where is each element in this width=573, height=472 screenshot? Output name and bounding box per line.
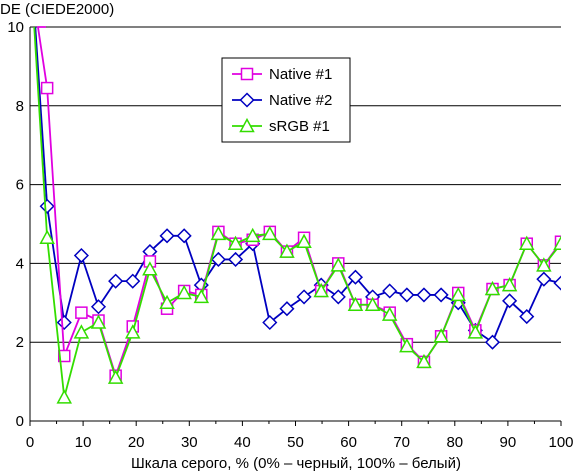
- data-point: [159, 228, 175, 244]
- data-point: [433, 328, 449, 343]
- x-tick-label: 60: [340, 434, 357, 451]
- legend-swatch-marker: [240, 67, 254, 81]
- data-point: [279, 301, 295, 317]
- data-point: [450, 286, 467, 302]
- data-point: [90, 299, 107, 315]
- legend-swatch-marker: [239, 92, 255, 108]
- data-point: [501, 276, 518, 292]
- series-layer: [33, 26, 561, 404]
- data-point: [244, 227, 261, 243]
- data-point: [227, 251, 244, 268]
- data-point: [399, 287, 415, 303]
- data-point: [518, 235, 535, 250]
- legend-label: sRGB #1: [269, 118, 330, 135]
- data-point: [553, 235, 561, 250]
- data-point: [553, 275, 561, 291]
- data-point: [142, 261, 158, 276]
- data-point: [39, 229, 55, 245]
- legend-swatch-marker: [239, 117, 255, 133]
- x-tick-label: 100: [548, 434, 573, 451]
- legend-item: sRGB #1: [232, 117, 330, 135]
- legend: Native #1 Native #2 sRGB #1: [221, 57, 351, 143]
- y-tick-label: 8: [16, 98, 24, 115]
- data-point: [381, 306, 398, 321]
- x-tick-label: 0: [26, 434, 34, 451]
- data-point: [536, 257, 552, 272]
- data-point: [296, 289, 312, 305]
- data-point: [125, 273, 141, 289]
- data-point: [210, 251, 226, 268]
- data-point: [108, 273, 124, 289]
- data-point: [484, 280, 501, 296]
- data-point: [262, 314, 278, 331]
- series-lead-in: [33, 26, 49, 238]
- data-point: [227, 235, 244, 250]
- y-tick-label: 0: [16, 413, 24, 430]
- data-point: [296, 233, 312, 248]
- data-point: [193, 288, 210, 304]
- data-point: [416, 287, 432, 303]
- data-point: [313, 282, 329, 298]
- data-point: [73, 324, 90, 339]
- data-point: [176, 228, 192, 244]
- legend-item: Native #1: [232, 66, 332, 83]
- data-point: [382, 283, 398, 299]
- data-point: [210, 225, 227, 241]
- x-tick-label: 20: [128, 434, 145, 451]
- data-point: [330, 257, 347, 272]
- series-line: [46, 232, 561, 398]
- data-point: [502, 293, 518, 309]
- data-point: [56, 314, 72, 331]
- x-tick-label: 50: [287, 434, 304, 451]
- y-tick-label: 6: [16, 177, 24, 194]
- data-point: [159, 294, 175, 310]
- data-point: [90, 314, 107, 329]
- data-point: [73, 247, 89, 264]
- data-point: [536, 271, 552, 287]
- x-tick-label: 70: [393, 434, 410, 451]
- data-point: [279, 243, 295, 258]
- data-point: [347, 296, 364, 312]
- x-axis-title: Шкала серого, % (0% – черный, 100% – бел…: [131, 455, 461, 472]
- data-point: [347, 269, 364, 285]
- data-point: [364, 296, 381, 312]
- data-point: [519, 309, 535, 325]
- legend-item: Native #2: [232, 92, 332, 109]
- y-tick-label: 2: [16, 334, 24, 351]
- x-tick-label: 90: [500, 434, 517, 451]
- data-point: [416, 353, 432, 369]
- y-axis-title: DE (CIEDE2000): [0, 1, 114, 18]
- data-point: [56, 389, 73, 404]
- series-line: [46, 206, 561, 344]
- data-point: [484, 334, 501, 350]
- grid: [30, 26, 561, 343]
- data-point: [75, 306, 88, 319]
- data-point: [467, 324, 484, 339]
- data-point: [330, 289, 346, 305]
- data-point: [57, 349, 71, 363]
- y-tick-label: 4: [16, 255, 24, 272]
- data-point: [176, 284, 192, 300]
- legend-label: Native #2: [269, 92, 332, 109]
- x-tick-label: 80: [446, 434, 463, 451]
- data-point: [40, 81, 54, 95]
- y-tick-label: 10: [7, 19, 24, 36]
- data-point: [124, 324, 141, 339]
- data-point: [399, 338, 415, 353]
- x-tick-label: 10: [75, 434, 92, 451]
- data-point: [107, 369, 124, 384]
- data-point: [262, 225, 278, 241]
- data-point: [39, 198, 55, 214]
- data-point: [433, 287, 449, 303]
- series-lead-in: [34, 26, 49, 207]
- x-tick-label: 40: [234, 434, 251, 451]
- series-lead-in: [36, 26, 49, 89]
- series-srgb-1: [33, 26, 561, 404]
- x-tick-label: 30: [181, 434, 198, 451]
- legend-label: Native #1: [269, 66, 332, 83]
